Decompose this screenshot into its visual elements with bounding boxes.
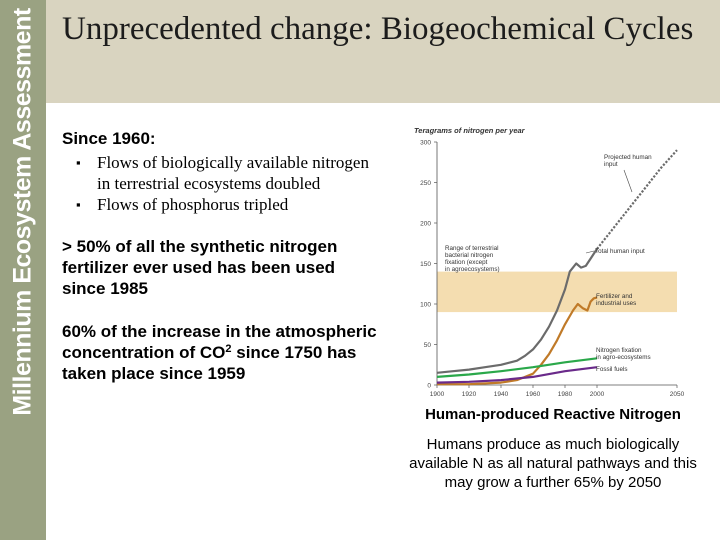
y-tick-label: 250 <box>420 180 431 187</box>
x-tick-label: 2000 <box>590 391 605 398</box>
y-tick-label: 150 <box>420 261 431 268</box>
y-tick-label: 100 <box>420 302 431 309</box>
y-axis-label: Teragrams of nitrogen per year <box>414 126 526 135</box>
series-nitrogen-fixation-in-agro-ecosystems-line <box>436 357 598 378</box>
title-bar: Unprecedented change: Biogeochemical Cyc… <box>46 0 720 103</box>
bullet-list: ▪ Flows of biologically available nitroge… <box>76 152 382 215</box>
co2-statement: 60% of the increase in the atmospheric c… <box>62 322 377 383</box>
x-tick-label: 2050 <box>670 391 685 398</box>
bullet-item: ▪ Flows of biologically available nitroge… <box>76 153 369 193</box>
bullet-square-icon: ▪ <box>76 155 81 170</box>
sidebar-brand-text: Millennium Ecosystem Assessment <box>8 8 37 416</box>
x-tick-label: 1980 <box>558 391 573 398</box>
series-fossil-fuels-line <box>436 366 598 384</box>
annotation-agro-fixation: Nitrogen fixation in agro-ecosystems <box>596 347 651 361</box>
annotation-fossil-fuels: Fossil fuels <box>596 366 628 373</box>
annotation-total-input: Total human input <box>595 248 645 255</box>
series-fertilizer-and-industrial-uses-line <box>437 296 598 386</box>
annotation-total-pointer <box>585 250 595 254</box>
annotation-projected-pointer <box>623 169 633 193</box>
x-tick-label: 1920 <box>462 391 477 398</box>
x-tick-label: 1960 <box>526 391 541 398</box>
x-tick-label: 1900 <box>430 391 445 398</box>
y-tick-label: 50 <box>424 342 432 349</box>
annotation-fertilizer: Fertilizer and industrial uses <box>596 293 636 307</box>
bullet-square-icon: ▪ <box>76 197 81 212</box>
series-projected-human-input-line <box>596 149 678 250</box>
chart-caption-title: Human-produced Reactive Nitrogen <box>425 406 681 423</box>
y-tick-label: 300 <box>420 140 431 147</box>
annotation-range-band: Range of terrestrial bacterial nitrogen fi… <box>445 245 500 273</box>
chart-caption-body: Humans produce as much biologically avai… <box>409 436 697 491</box>
sidebar: Millennium Ecosystem Assessment <box>0 0 46 540</box>
y-tick-label: 0 <box>427 383 431 390</box>
x-tick-label: 1940 <box>494 391 509 398</box>
text-column: Since 1960: ▪ Flows of biologically avail… <box>62 128 382 384</box>
series-total-human-input-line <box>436 248 598 374</box>
bullet-item: ▪ Flows of phosphorus tripled <box>76 195 289 214</box>
section-heading: Since 1960: <box>62 129 156 148</box>
y-tick-label: 200 <box>420 221 431 228</box>
range-band <box>437 271 677 313</box>
slide-title: Unprecedented change: Biogeochemical Cyc… <box>62 11 694 47</box>
annotation-projected-input: Projected human input <box>604 154 652 168</box>
nitrogen-chart: Teragrams of nitrogen per year 0 50 100 150… <box>414 126 685 398</box>
fertilizer-statement: > 50% of all the synthetic nitrogen fert… <box>62 237 338 298</box>
